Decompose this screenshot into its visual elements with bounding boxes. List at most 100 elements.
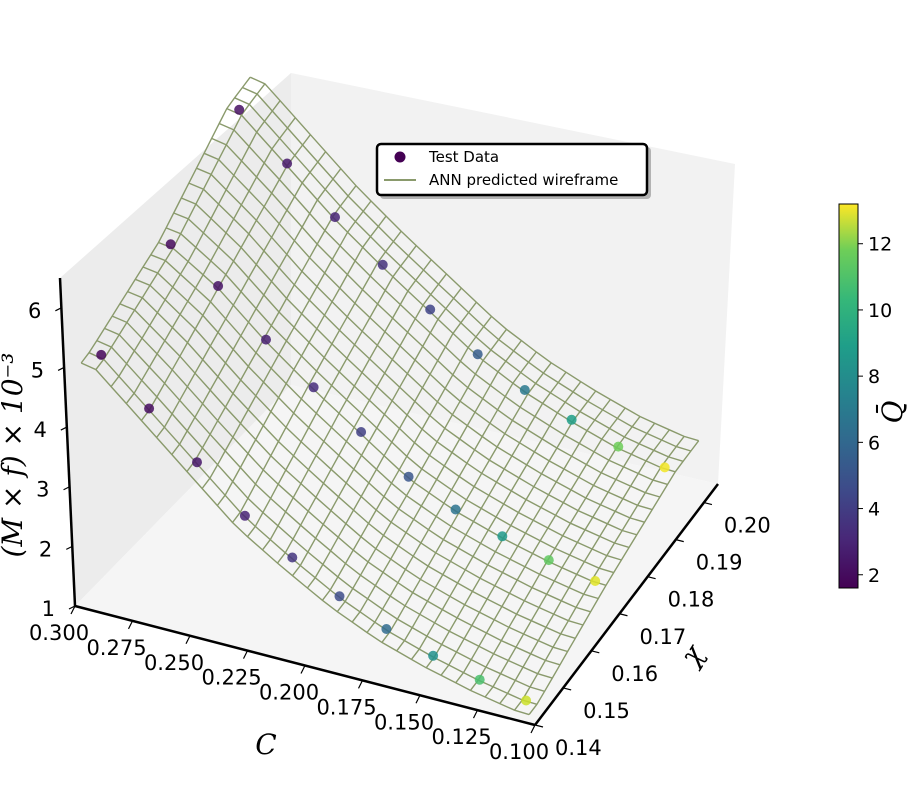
wireframe-line-c bbox=[425, 390, 597, 669]
wireframe-line-c bbox=[440, 399, 611, 676]
x-tick-label: 0.125 bbox=[431, 725, 491, 749]
legend-wireframe-label: ANN predicted wireframe bbox=[429, 171, 618, 189]
wireframe-line-c bbox=[140, 134, 311, 421]
y-tick-label: 0.20 bbox=[724, 514, 771, 538]
z-tick-mark bbox=[55, 307, 62, 312]
wireframe-line-c bbox=[231, 230, 402, 523]
wireframe-line-c bbox=[216, 215, 387, 506]
x-tick-mark bbox=[472, 709, 479, 719]
data-point bbox=[659, 462, 670, 473]
colorbar-tick-label: 2 bbox=[868, 565, 880, 587]
wireframe-line-c bbox=[528, 440, 700, 716]
x-tick-mark bbox=[70, 605, 76, 615]
z-tick-label: 4 bbox=[33, 418, 46, 442]
wireframe-line-c bbox=[291, 287, 462, 577]
z-tick-label: 1 bbox=[42, 597, 55, 621]
wireframe-line-c bbox=[306, 301, 477, 589]
x-tick-label: 0.275 bbox=[86, 636, 146, 660]
x-tick-mark bbox=[530, 724, 536, 734]
y-tick-mark bbox=[675, 539, 684, 543]
data-point bbox=[261, 334, 271, 345]
data-point bbox=[613, 441, 624, 452]
wireframe-line-c bbox=[110, 100, 281, 388]
z-axis-line bbox=[58, 277, 77, 607]
y-tick-mark bbox=[534, 724, 544, 728]
legend-test-data-label: Test Data bbox=[428, 148, 499, 166]
data-point bbox=[308, 382, 319, 393]
legend-box bbox=[375, 142, 649, 197]
wireframe-line-c bbox=[246, 245, 417, 538]
test-data-points bbox=[96, 104, 670, 706]
x-tick-mark bbox=[357, 680, 364, 689]
y-tick-label: 0.19 bbox=[696, 551, 743, 575]
data-point bbox=[450, 504, 461, 515]
wireframe-line-c bbox=[469, 416, 641, 691]
y-tick-label: 0.16 bbox=[611, 662, 658, 686]
data-point bbox=[472, 349, 483, 360]
wireframe-line-c bbox=[336, 328, 508, 613]
wireframe-line-c bbox=[410, 381, 582, 660]
wireframe-line-c bbox=[201, 200, 372, 489]
z-tick-label: 3 bbox=[36, 478, 49, 502]
x-tick-label: 0.100 bbox=[489, 740, 549, 764]
wireframe-line-c bbox=[321, 315, 493, 601]
z-tick-label: 2 bbox=[39, 537, 52, 561]
colorbar-tick-label: 12 bbox=[868, 234, 892, 256]
data-point bbox=[377, 259, 388, 270]
x-tick-label: 0.175 bbox=[316, 695, 376, 719]
wireframe-line-c bbox=[499, 429, 670, 705]
data-point bbox=[566, 414, 577, 425]
data-point bbox=[282, 158, 293, 169]
y-tick-mark bbox=[703, 501, 713, 506]
y-axis-line bbox=[534, 483, 719, 726]
data-point bbox=[334, 591, 345, 602]
data-point bbox=[428, 650, 439, 661]
wireframe-line-c bbox=[484, 422, 656, 698]
data-point bbox=[144, 403, 155, 414]
z-tick-mark bbox=[60, 426, 68, 431]
data-point bbox=[403, 471, 414, 482]
data-point bbox=[381, 624, 392, 634]
x-tick-label: 0.225 bbox=[201, 666, 261, 690]
y-tick-mark bbox=[619, 613, 628, 617]
data-point bbox=[543, 555, 554, 566]
data-point bbox=[192, 457, 202, 468]
data-point bbox=[497, 531, 508, 542]
wireframe-line-c bbox=[396, 371, 567, 652]
data-point bbox=[356, 427, 367, 437]
y-tick-label: 0.18 bbox=[668, 588, 715, 612]
data-point bbox=[239, 510, 250, 521]
back-left-pane bbox=[60, 73, 291, 606]
colorbar-ticks: 2 4 6 8 10 12 bbox=[858, 234, 892, 587]
wireframe-line-c bbox=[156, 151, 327, 438]
z-tick-mark bbox=[63, 486, 70, 491]
wireframe-line-c bbox=[95, 83, 266, 371]
data-point bbox=[590, 576, 601, 586]
data-point bbox=[96, 349, 107, 360]
z-tick-label: 6 bbox=[28, 299, 41, 323]
colorbar: 2 4 6 8 10 12 Q̄ bbox=[838, 203, 909, 589]
colorbar-fill bbox=[838, 203, 859, 589]
data-point bbox=[521, 695, 532, 706]
wireframe-line-c bbox=[351, 340, 522, 623]
z-tick-label: 5 bbox=[31, 358, 44, 382]
y-tick-mark bbox=[647, 576, 656, 580]
colorbar-tick-label: 10 bbox=[868, 300, 892, 322]
z-tick-mark bbox=[57, 366, 65, 371]
x-tick-label: 0.250 bbox=[144, 651, 204, 675]
x-tick-label: 0.150 bbox=[374, 710, 434, 734]
x-tick-mark bbox=[185, 635, 191, 645]
legend: Test Data ANN predicted wireframe bbox=[375, 142, 651, 199]
data-point bbox=[330, 212, 340, 223]
wireframe-line-c bbox=[276, 273, 447, 564]
colorbar-tick-label: 4 bbox=[868, 499, 880, 521]
wireframe-line-c bbox=[513, 435, 685, 711]
colorbar-label: Q̄ bbox=[875, 400, 909, 423]
wireframe-line-c bbox=[455, 407, 626, 684]
colorbar-tick-label: 8 bbox=[868, 366, 880, 388]
axis-ticks: 0.3000.2750.2500.2250.2000.1750.1500.125… bbox=[28, 299, 771, 764]
data-point bbox=[213, 281, 224, 291]
colorbar-tick-label: 6 bbox=[868, 432, 880, 454]
